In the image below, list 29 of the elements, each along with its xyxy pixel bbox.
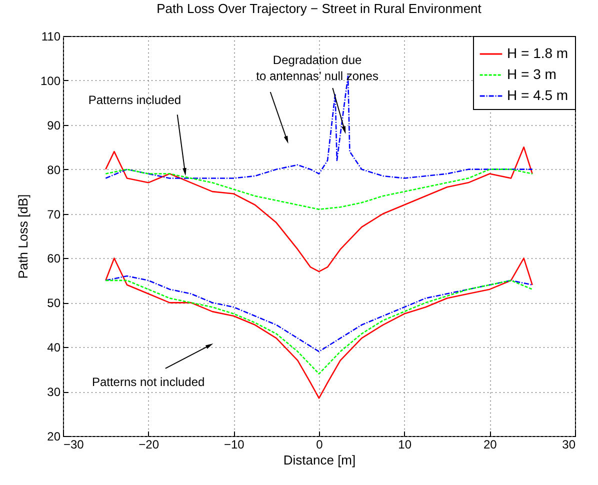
x-tick-label: 30: [562, 438, 576, 452]
x-axis-title: Distance [m]: [283, 452, 356, 468]
legend-label: H = 3 m: [507, 66, 556, 82]
chart-title: Path Loss Over Trajectory − Street in Rural Environment: [156, 1, 482, 16]
y-tick-label: 90: [47, 118, 61, 132]
y-tick-label: 60: [47, 252, 61, 266]
y-tick-label: 80: [47, 162, 61, 177]
x-tick-label: 10: [398, 438, 412, 452]
legend-label: H = 4.5 m: [507, 87, 568, 103]
x-tick-label: −20: [138, 438, 160, 452]
annotation: Patterns not included: [92, 375, 205, 390]
x-tick-label: −10: [224, 438, 245, 452]
x-tick-label: 20: [483, 438, 498, 452]
y-tick-label: 110: [41, 30, 61, 44]
y-tick-label: 70: [47, 207, 61, 222]
y-tick-label: 50: [47, 296, 61, 310]
x-tick-label: 0: [316, 438, 324, 452]
y-axis-title: Path Loss [dB]: [15, 194, 30, 279]
x-tick-label: −30: [64, 438, 84, 452]
annotation: Patterns included: [88, 93, 182, 107]
annotation: Degradation due to antennas’ null zones: [256, 53, 378, 83]
line-series: [105, 275, 533, 352]
line-series: [105, 168, 533, 210]
y-tick-label: 40: [47, 340, 61, 355]
legend-label: H = 1.8 m: [507, 45, 568, 61]
y-tick-label: 30: [47, 385, 61, 400]
line-series: [105, 146, 533, 272]
line-series: [105, 280, 533, 374]
y-tick-label: 100: [40, 74, 61, 88]
